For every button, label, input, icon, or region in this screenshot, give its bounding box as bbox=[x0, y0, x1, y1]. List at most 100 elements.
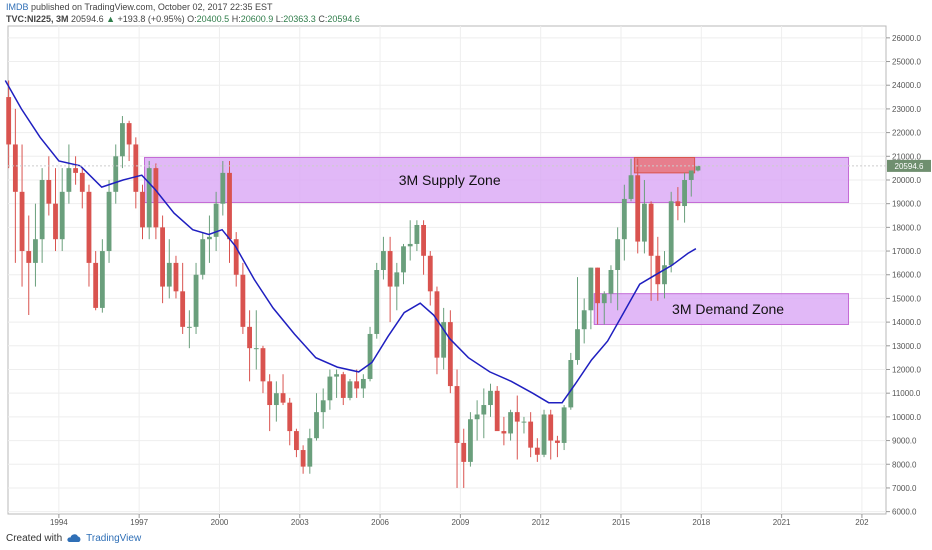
low-value: 20363.3 bbox=[283, 14, 316, 24]
price-tag bbox=[887, 159, 931, 172]
candle-body-up bbox=[541, 414, 547, 455]
created-with-label: Created with bbox=[6, 533, 63, 544]
y-tick-label: 24000.0 bbox=[892, 81, 921, 90]
zone-label: 3M Supply Zone bbox=[399, 172, 501, 188]
candle-body-up bbox=[374, 270, 380, 334]
candle-body-down bbox=[12, 144, 18, 192]
candle-body-down bbox=[555, 440, 560, 443]
candle-body-up bbox=[207, 236, 212, 240]
x-tick-label: 2015 bbox=[612, 518, 630, 525]
candle-body-down bbox=[173, 262, 179, 292]
zone-box bbox=[593, 293, 850, 325]
plot-area bbox=[7, 25, 887, 515]
candle-body-down bbox=[180, 291, 186, 327]
x-tick-label: 2018 bbox=[692, 518, 710, 525]
candle-body-down bbox=[126, 123, 132, 145]
symbol-label: TVC:NI225, 3M bbox=[6, 14, 69, 24]
last-price: 20594.6 bbox=[71, 14, 104, 24]
candle-body-down bbox=[447, 322, 453, 387]
candle-body-up bbox=[601, 293, 607, 304]
y-tick-label: 7000.0 bbox=[892, 484, 917, 493]
up-arrow-icon: ▲ bbox=[106, 14, 116, 24]
candle-body-down bbox=[287, 402, 293, 432]
x-tick-label: 2009 bbox=[451, 518, 469, 525]
candle-body-down bbox=[19, 191, 25, 252]
candle-body-up bbox=[360, 378, 366, 389]
candle-body-up bbox=[642, 203, 647, 242]
candle-body-up bbox=[146, 168, 152, 228]
candle-body-up bbox=[193, 274, 199, 327]
close-value: 20594.6 bbox=[327, 14, 360, 24]
candle-body-up bbox=[407, 243, 413, 247]
red-zone-box bbox=[633, 156, 696, 174]
y-tick-label: 6000.0 bbox=[892, 508, 917, 517]
candle-body-down bbox=[93, 262, 99, 308]
tradingview-brand[interactable]: TradingView bbox=[86, 533, 142, 544]
close-label: C: bbox=[318, 14, 328, 24]
candle-body-down bbox=[427, 255, 433, 292]
x-tick-label: 2021 bbox=[773, 518, 791, 525]
candle-body-down bbox=[354, 381, 360, 389]
price-chart[interactable]: 26000.0 25000.0 24000.0 23000.0 22000.0 21000… bbox=[0, 0, 932, 525]
x-tick-label: 2012 bbox=[532, 518, 550, 525]
candle-body-up bbox=[200, 239, 206, 275]
candle-body-up bbox=[441, 322, 447, 358]
candle-body-down bbox=[79, 172, 85, 192]
candle-body-down bbox=[340, 374, 346, 398]
author-link[interactable]: IMDB bbox=[6, 2, 29, 12]
candle-body-up bbox=[327, 376, 333, 401]
candle-body-up bbox=[220, 172, 226, 204]
candle-body-down bbox=[494, 390, 500, 432]
candle-body-down bbox=[260, 348, 266, 382]
candle-body-down bbox=[648, 203, 654, 256]
candle-body-up bbox=[394, 272, 400, 287]
candle-body-up bbox=[508, 412, 513, 434]
candle-body-up bbox=[615, 239, 621, 270]
x-tick-label: 1997 bbox=[130, 518, 148, 525]
price-change: +193.8 (+0.95%) bbox=[117, 14, 185, 24]
candle-body-up bbox=[621, 198, 627, 240]
candle-body-up bbox=[113, 156, 119, 192]
candle-body-down bbox=[6, 97, 12, 145]
x-tick-label: 2000 bbox=[211, 518, 229, 525]
candle-body-up bbox=[695, 165, 701, 171]
y-tick-label: 20000.0 bbox=[892, 176, 921, 185]
candle-body-up bbox=[314, 412, 319, 439]
x-tick-label: 202 bbox=[855, 518, 869, 525]
candle-body-up bbox=[608, 270, 614, 294]
candle-body-down bbox=[655, 255, 661, 285]
candle-body-down bbox=[53, 203, 58, 240]
low-label: L: bbox=[275, 14, 284, 24]
candle-body-down bbox=[501, 431, 507, 434]
candle-body-up bbox=[521, 421, 527, 423]
y-tick-label: 21000.0 bbox=[892, 152, 921, 161]
candle-body-up bbox=[120, 123, 125, 157]
y-tick-label: 16000.0 bbox=[892, 271, 921, 280]
candle-body-down bbox=[247, 326, 252, 349]
candle-body-up bbox=[561, 407, 567, 443]
x-tick-label: 2003 bbox=[291, 518, 309, 525]
zone-box bbox=[144, 156, 850, 203]
candle-body-down bbox=[387, 251, 393, 287]
published-text: published on TradingView.com, October 02… bbox=[31, 2, 273, 12]
candle-body-down bbox=[300, 450, 306, 467]
candle-body-up bbox=[381, 251, 386, 270]
y-tick-label: 14000.0 bbox=[892, 318, 921, 327]
candle-body-down bbox=[461, 442, 467, 462]
y-tick-label: 12000.0 bbox=[892, 365, 921, 374]
candle-body-up bbox=[668, 201, 674, 266]
candle-body-up bbox=[481, 405, 487, 415]
candle-body-up bbox=[106, 191, 112, 252]
candle-body-down bbox=[160, 227, 165, 287]
candle-body-down bbox=[26, 251, 32, 263]
y-tick-label: 10000.0 bbox=[892, 413, 921, 422]
candle-body-down bbox=[548, 414, 554, 441]
candle-body-up bbox=[307, 438, 313, 467]
y-tick-label: 8000.0 bbox=[892, 460, 917, 469]
candle-body-down bbox=[46, 179, 52, 204]
zone-label: 3M Demand Zone bbox=[672, 301, 784, 317]
candle-body-down bbox=[140, 191, 145, 228]
publish-info: IMDB published on TradingView.com, Octob… bbox=[6, 2, 273, 12]
candle-body-up bbox=[39, 179, 45, 240]
y-tick-label: 25000.0 bbox=[892, 58, 921, 67]
